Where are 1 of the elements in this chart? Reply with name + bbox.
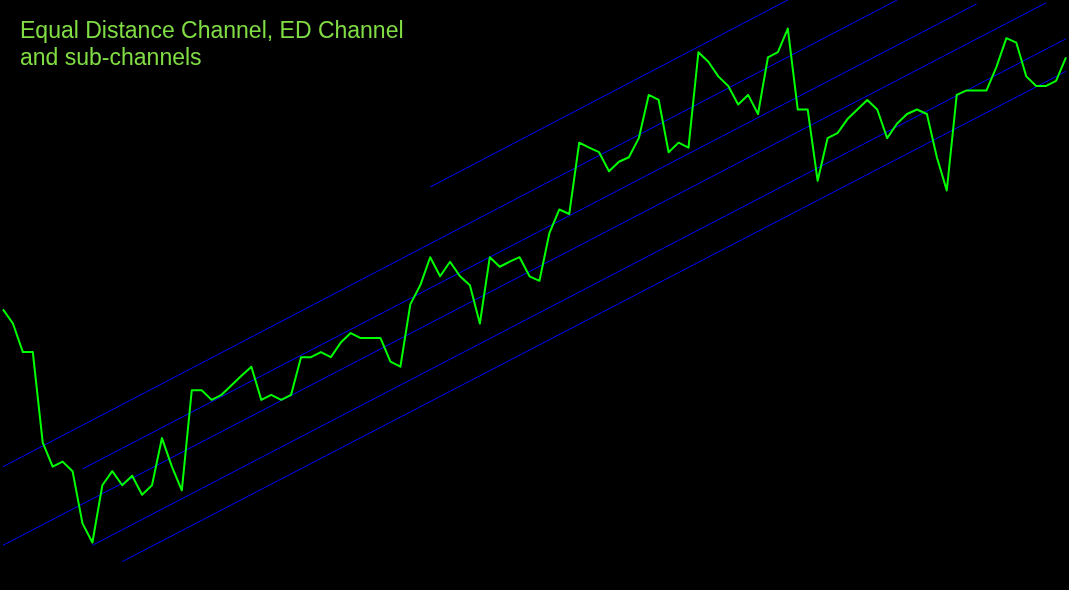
text: Equal Distance Channel, ED Channel and sub-channels: [20, 17, 404, 70]
